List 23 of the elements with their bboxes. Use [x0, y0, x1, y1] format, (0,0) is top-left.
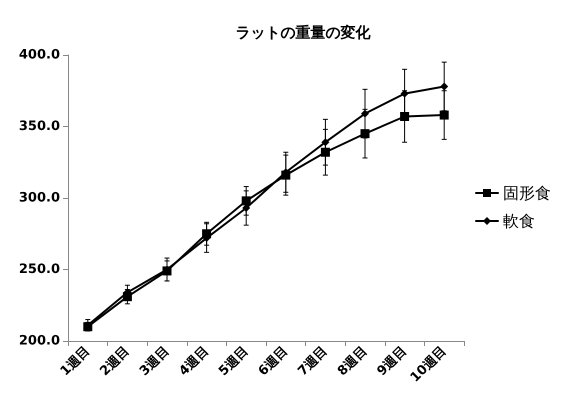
- x-tick-label: 7週目: [295, 344, 331, 380]
- y-tick-label: 400.0: [18, 48, 60, 62]
- x-tick-label: 8週目: [334, 344, 370, 380]
- x-tick-label: 10週目: [408, 344, 450, 386]
- point: [320, 148, 330, 157]
- chart-title: ラットの重量の変化: [236, 24, 372, 42]
- y-tick-label: 300.0: [18, 190, 60, 206]
- y-tick-label: 200.0: [18, 334, 60, 348]
- x-tick-label: 1週目: [58, 344, 94, 380]
- point: [242, 196, 251, 206]
- legend-label: 固形食: [503, 184, 551, 202]
- y-tick-label: 250.0: [18, 262, 60, 277]
- point: [400, 112, 410, 121]
- x-tick-label: 3週目: [136, 344, 172, 380]
- x-tick-label: 4週目: [176, 344, 212, 380]
- legend-label: 軟食: [503, 212, 535, 230]
- x-tick-label: 5週目: [216, 344, 252, 380]
- point: [242, 204, 250, 212]
- x-tick-label: 2週目: [97, 344, 133, 380]
- x-tick-label: 6週目: [256, 344, 292, 380]
- point: [321, 138, 330, 146]
- y-tick-label: 350.0: [18, 119, 60, 134]
- x-tick-label: 9週目: [374, 344, 410, 380]
